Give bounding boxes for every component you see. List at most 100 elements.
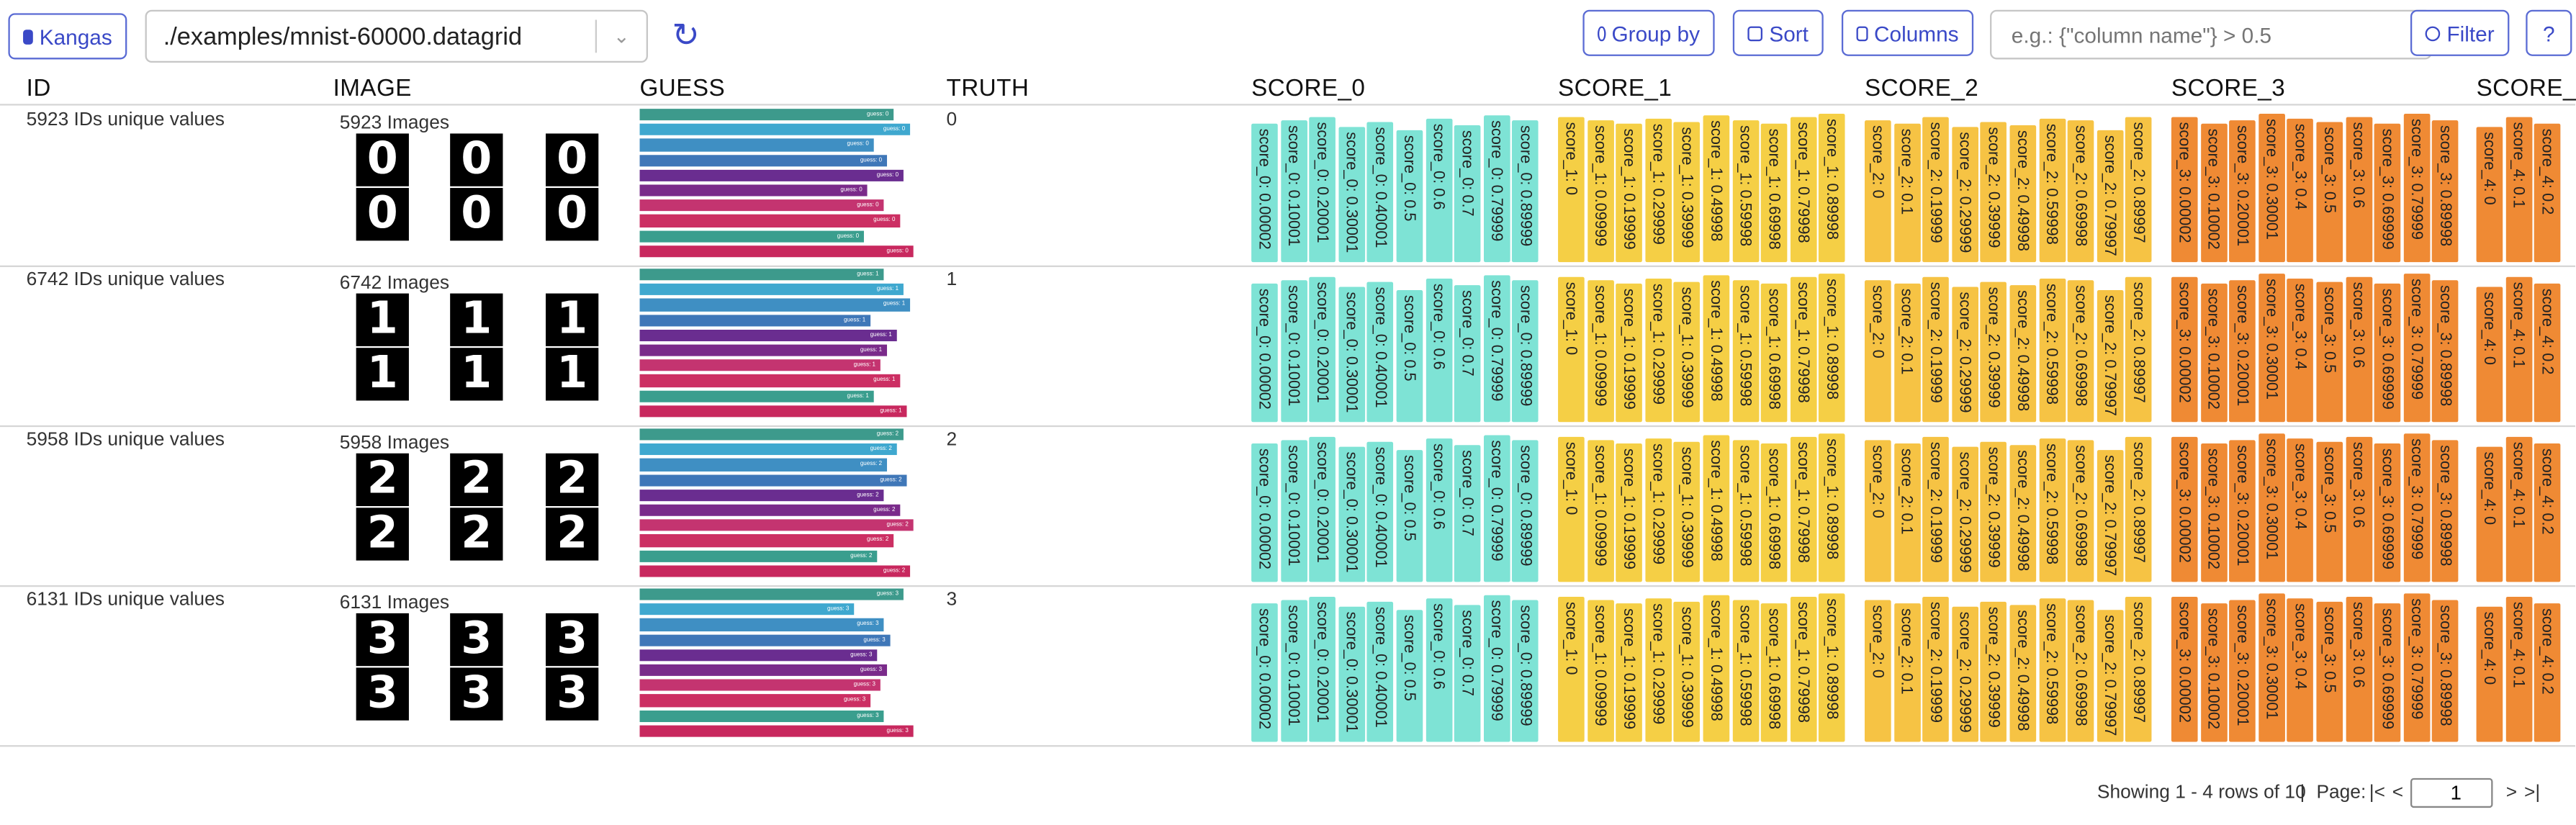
digit-thumbnail[interactable]: 0 — [450, 133, 503, 186]
score-bar: score_3: 0.89998 — [2432, 440, 2459, 582]
score-bar-label: score_1: 0.19999 — [1619, 448, 1638, 570]
score-histogram-0[interactable]: score_0: 0.00002 score_0: 0.10001 score_0:… — [1251, 274, 1541, 423]
score-bar: score_0: 0.30001 — [1338, 606, 1365, 742]
filter-button[interactable]: Filter — [2410, 9, 2510, 56]
score-bar: score_1: 0.49998 — [1703, 115, 1730, 263]
score-bar: score_2: 0.29999 — [1951, 446, 1978, 582]
score-histogram-3[interactable]: score_3: 0.00002 score_3: 0.10002 score_3:… — [2171, 593, 2462, 742]
sort-icon — [1747, 25, 1763, 41]
refresh-icon[interactable]: ↻ — [672, 18, 700, 55]
digit-thumbnail[interactable]: 3 — [545, 667, 599, 721]
digit-thumbnail[interactable]: 2 — [450, 508, 503, 561]
digit-thumbnail[interactable]: 2 — [356, 508, 409, 561]
digit-thumbnail[interactable]: 2 — [545, 453, 599, 507]
last-page-button[interactable]: >| — [2523, 783, 2541, 803]
column-header-score-0[interactable]: SCORE_0 — [1251, 76, 1366, 102]
guess-bar-label: guess: 1 — [853, 361, 875, 369]
score-bar: score_1: 0.69998 — [1761, 123, 1788, 263]
score-bar: score_0: 0.00002 — [1251, 283, 1278, 423]
column-header-id[interactable]: ID — [26, 76, 51, 102]
chevron-down-icon[interactable]: ⌄ — [613, 24, 630, 48]
score-histogram-3[interactable]: score_3: 0.00002 score_3: 0.10002 score_3:… — [2171, 114, 2462, 263]
table-row[interactable]: 5923 IDs unique values 5923 Images 0 0 0 0 0 0 g… — [0, 107, 2575, 267]
score-histogram-4[interactable]: score_4: 0 score_4: 0.1 score_4: 0.2 — [2476, 433, 2575, 582]
group-by-button[interactable]: Group by — [1582, 9, 1715, 56]
column-header-score-4[interactable]: SCORE_4 — [2476, 76, 2576, 102]
score-bar: score_2: 0.69998 — [2068, 600, 2094, 742]
next-page-button[interactable]: > — [2505, 783, 2518, 803]
page-number-input[interactable] — [2410, 777, 2493, 808]
score-histogram-4[interactable]: score_4: 0 score_4: 0.1 score_4: 0.2 — [2476, 274, 2575, 423]
score-histogram-1[interactable]: score_1: 0 score_1: 0.09999 score_1: 0.199… — [1558, 433, 1848, 582]
score-bar: score_3: 0.00002 — [2171, 117, 2198, 263]
score-histogram-0[interactable]: score_0: 0.00002 score_0: 0.10001 score_0:… — [1251, 114, 1541, 263]
digit-thumbnail[interactable]: 0 — [545, 133, 599, 186]
sort-button[interactable]: Sort — [1732, 9, 1824, 56]
score-histogram-3[interactable]: score_3: 0.00002 score_3: 0.10002 score_3:… — [2171, 433, 2462, 582]
score-histogram-2[interactable]: score_2: 0 score_2: 0.1 score_2: 0.19999 sc… — [1864, 114, 2155, 263]
column-header-score-1[interactable]: SCORE_1 — [1558, 76, 1672, 102]
score-bar-label: score_3: 0.6 — [2348, 281, 2367, 369]
score-bar-label: score_2: 0.69998 — [2071, 445, 2089, 567]
digit-thumbnail[interactable]: 2 — [545, 508, 599, 561]
help-button[interactable]: ? — [2526, 9, 2572, 56]
score-histogram-1[interactable]: score_1: 0 score_1: 0.09999 score_1: 0.199… — [1558, 114, 1848, 263]
kangas-button[interactable]: Kangas — [8, 13, 127, 60]
digit-thumbnail[interactable]: 2 — [450, 453, 503, 507]
score-histogram-0[interactable]: score_0: 0.00002 score_0: 0.10001 score_0:… — [1251, 433, 1541, 582]
table-row[interactable]: 6742 IDs unique values 6742 Images 1 1 1 1 1 1 g… — [0, 267, 2575, 428]
score-histogram-4[interactable]: score_4: 0 score_4: 0.1 score_4: 0.2 — [2476, 593, 2575, 742]
guess-bar: guess: 3 — [639, 710, 884, 722]
digit-thumbnail[interactable]: 0 — [450, 188, 503, 241]
column-header-image[interactable]: IMAGE — [333, 76, 412, 102]
columns-button[interactable]: Columns — [1841, 9, 1974, 56]
table-row[interactable]: 5958 IDs unique values 5958 Images 2 2 2 2 2 2 g… — [0, 427, 2575, 587]
score-histogram-2[interactable]: score_2: 0 score_2: 0.1 score_2: 0.19999 sc… — [1864, 274, 2155, 423]
score-bar: score_2: 0.79997 — [2097, 610, 2124, 742]
column-header-truth[interactable]: TRUTH — [946, 76, 1030, 102]
table-row[interactable]: 6131 IDs unique values 6131 Images 3 3 3 3 3 3 g… — [0, 587, 2575, 747]
guess-bar-label: guess: 3 — [886, 726, 909, 734]
digit-thumbnail[interactable]: 1 — [545, 293, 599, 346]
prev-page-button[interactable]: < — [2392, 783, 2404, 803]
score-bar: score_3: 0.00002 — [2171, 596, 2198, 742]
column-header-score-2[interactable]: SCORE_2 — [1864, 76, 1979, 102]
truth-cell: 3 — [946, 590, 958, 610]
digit-thumbnail[interactable]: 3 — [356, 667, 409, 721]
column-header-guess[interactable]: GUESS — [639, 76, 726, 102]
digit-thumbnail[interactable]: 3 — [450, 667, 503, 721]
digit-thumbnail[interactable]: 2 — [356, 453, 409, 507]
digit-thumbnail[interactable]: 0 — [356, 188, 409, 241]
digit-thumbnail[interactable]: 3 — [450, 613, 503, 667]
guess-bar-label: guess: 0 — [883, 125, 906, 132]
score-bar-label: score_2: 0.49998 — [2013, 450, 2032, 572]
score-histogram-1[interactable]: score_1: 0 score_1: 0.09999 score_1: 0.199… — [1558, 274, 1848, 423]
digit-thumbnail[interactable]: 1 — [356, 348, 409, 401]
column-header-score-3[interactable]: SCORE_3 — [2171, 76, 2286, 102]
guess-bar: guess: 0 — [639, 169, 904, 181]
digit-thumbnail[interactable]: 1 — [450, 293, 503, 346]
score-histogram-2[interactable]: score_2: 0 score_2: 0.1 score_2: 0.19999 sc… — [1864, 433, 2155, 582]
score-histogram-3[interactable]: score_3: 0.00002 score_3: 0.10002 score_3:… — [2171, 274, 2462, 423]
score-histogram-1[interactable]: score_1: 0 score_1: 0.09999 score_1: 0.199… — [1558, 593, 1848, 742]
digit-thumbnail[interactable]: 3 — [356, 613, 409, 667]
digit-thumbnail[interactable]: 1 — [450, 348, 503, 401]
score-histogram-0[interactable]: score_0: 0.00002 score_0: 0.10001 score_0:… — [1251, 593, 1541, 742]
score-bar: score_0: 0.89999 — [1512, 280, 1539, 423]
dataset-select[interactable]: ./examples/mnist-60000.datagrid ⌄ — [145, 9, 648, 63]
digit-thumbnail[interactable]: 0 — [356, 133, 409, 186]
digit-thumbnail[interactable]: 1 — [356, 293, 409, 346]
digit-thumbnail[interactable]: 1 — [545, 348, 599, 401]
guess-bar: guess: 0 — [639, 139, 874, 151]
score-bar: score_2: 0.29999 — [1951, 127, 1978, 263]
score-histogram-2[interactable]: score_2: 0 score_2: 0.1 score_2: 0.19999 sc… — [1864, 593, 2155, 742]
first-page-button[interactable]: |< — [2369, 783, 2385, 803]
score-bar-label: score_1: 0 — [1561, 601, 1580, 675]
score-bar: score_3: 0.30001 — [2258, 114, 2285, 263]
digit-thumbnail[interactable]: 3 — [545, 613, 599, 667]
filter-input[interactable] — [1990, 9, 2432, 60]
digit-thumbnail[interactable]: 0 — [545, 188, 599, 241]
guess-bar-label: guess: 2 — [850, 551, 873, 559]
score-histogram-4[interactable]: score_4: 0 score_4: 0.1 score_4: 0.2 — [2476, 114, 2575, 263]
score-bar-label: score_3: 0.00002 — [2174, 281, 2193, 403]
